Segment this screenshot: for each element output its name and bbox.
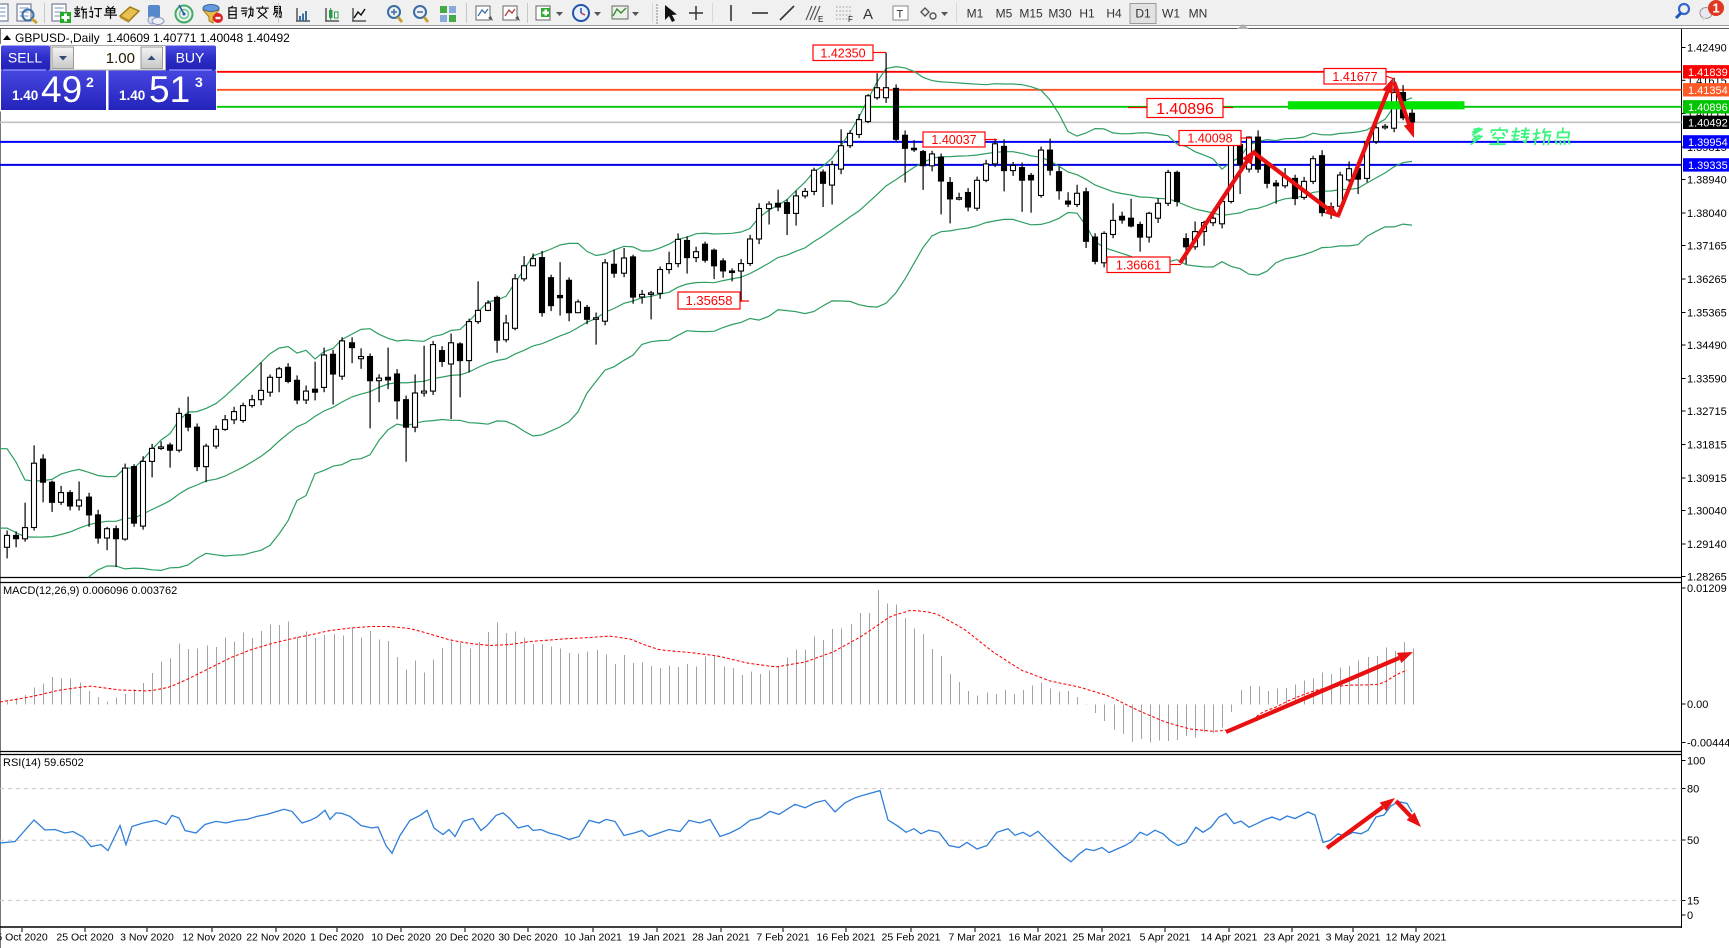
svg-text:0.01209: 0.01209 [1687,583,1727,595]
svg-text:12 May 2021: 12 May 2021 [1386,932,1447,944]
svg-text:1.35658: 1.35658 [686,293,733,308]
svg-text:2: 2 [86,74,94,90]
svg-text:1 Dec 2020: 1 Dec 2020 [310,932,364,944]
svg-text:14 Apr 2021: 14 Apr 2021 [1201,932,1258,944]
svg-text:15: 15 [1687,896,1699,908]
svg-text:H4: H4 [1106,7,1122,21]
svg-text:1.36661: 1.36661 [1116,258,1161,272]
svg-text:-0.004446: -0.004446 [1687,738,1729,750]
svg-text:1.39335: 1.39335 [1688,160,1728,172]
svg-text:1.40492: 1.40492 [1688,117,1728,129]
svg-text:30 Dec 2020: 30 Dec 2020 [498,932,558,944]
svg-text:1.28265: 1.28265 [1687,572,1727,584]
svg-text:1.40: 1.40 [12,88,38,103]
svg-text:F: F [848,15,853,24]
svg-text:D1: D1 [1135,7,1151,21]
svg-text:7 Mar 2021: 7 Mar 2021 [948,932,1001,944]
svg-text:28 Jan 2021: 28 Jan 2021 [692,932,750,944]
svg-text:1.40896: 1.40896 [1156,101,1214,118]
svg-text:16 Feb 2021: 16 Feb 2021 [817,932,876,944]
svg-text:1.31815: 1.31815 [1687,440,1727,452]
svg-text:1.35365: 1.35365 [1687,308,1727,320]
svg-text:1.40037: 1.40037 [931,133,976,147]
svg-text:3 Nov 2020: 3 Nov 2020 [120,932,174,944]
svg-text:1.40098: 1.40098 [1187,132,1232,146]
svg-text:25 Oct 2020: 25 Oct 2020 [56,932,113,944]
svg-text:W1: W1 [1162,7,1180,21]
svg-text:1.42350: 1.42350 [820,46,865,60]
svg-text:3: 3 [195,74,203,90]
svg-text:10 Jan 2021: 10 Jan 2021 [564,932,622,944]
svg-text:5 Apr 2021: 5 Apr 2021 [1140,932,1191,944]
svg-text:1.00: 1.00 [106,50,135,67]
svg-text:22 Nov 2020: 22 Nov 2020 [246,932,306,944]
svg-text:1.34490: 1.34490 [1687,340,1727,352]
svg-text:1.40: 1.40 [119,88,145,103]
svg-text:7 Feb 2021: 7 Feb 2021 [756,932,809,944]
svg-text:1.37165: 1.37165 [1687,241,1727,253]
svg-text:1.40896: 1.40896 [1688,102,1728,114]
svg-text:1: 1 [1712,1,1719,16]
svg-text:1.30040: 1.30040 [1687,506,1727,518]
svg-text:0: 0 [1687,910,1693,922]
svg-text:SELL: SELL [8,50,42,66]
svg-text:M15: M15 [1019,7,1043,21]
svg-text:23 Apr 2021: 23 Apr 2021 [1264,932,1321,944]
svg-text:1.41839: 1.41839 [1688,67,1728,79]
svg-text:51: 51 [149,69,190,110]
svg-text:A: A [863,6,873,23]
svg-text:19 Jan 2021: 19 Jan 2021 [628,932,686,944]
svg-text:25 Feb 2021: 25 Feb 2021 [882,932,941,944]
svg-text:M5: M5 [996,7,1013,21]
svg-text:1.42490: 1.42490 [1687,43,1727,55]
svg-text:1.38040: 1.38040 [1687,208,1727,220]
svg-text:5 Oct 2020: 5 Oct 2020 [0,932,48,944]
svg-text:1.30915: 1.30915 [1687,473,1727,485]
svg-text:1.29140: 1.29140 [1687,539,1727,551]
svg-text:BUY: BUY [176,50,205,66]
svg-text:25 Mar 2021: 25 Mar 2021 [1073,932,1132,944]
svg-text:MACD(12,26,9) 0.006096 0.00376: MACD(12,26,9) 0.006096 0.003762 [3,585,177,597]
svg-text:H1: H1 [1079,7,1095,21]
svg-text:E: E [818,15,823,24]
svg-text:1.39954: 1.39954 [1688,137,1728,149]
svg-text:T: T [897,9,904,21]
svg-text:100: 100 [1687,756,1705,768]
svg-text:1.36265: 1.36265 [1687,274,1727,286]
svg-text:80: 80 [1687,784,1699,796]
svg-text:20 Dec 2020: 20 Dec 2020 [435,932,495,944]
svg-text:1.33590: 1.33590 [1687,374,1727,386]
svg-text:50: 50 [1687,835,1699,847]
svg-text:12 Nov 2020: 12 Nov 2020 [182,932,242,944]
svg-text:1.38940: 1.38940 [1687,175,1727,187]
svg-text:M1: M1 [967,7,984,21]
svg-text:3 May 2021: 3 May 2021 [1326,932,1381,944]
svg-text:1.41677: 1.41677 [1332,70,1377,84]
svg-text:1.32715: 1.32715 [1687,406,1727,418]
svg-text:49: 49 [41,69,82,110]
svg-text:GBPUSD-,Daily 1.40609 1.40771: GBPUSD-,Daily 1.40609 1.40771 1.40048 1.… [15,31,290,45]
svg-text:MN: MN [1189,7,1208,21]
svg-text:16 Mar 2021: 16 Mar 2021 [1009,932,1068,944]
svg-text:10 Dec 2020: 10 Dec 2020 [371,932,431,944]
svg-text:RSI(14) 59.6502: RSI(14) 59.6502 [3,757,84,769]
svg-text:1.41354: 1.41354 [1688,85,1728,97]
svg-text:0.00: 0.00 [1687,699,1708,711]
svg-text:M30: M30 [1048,7,1072,21]
